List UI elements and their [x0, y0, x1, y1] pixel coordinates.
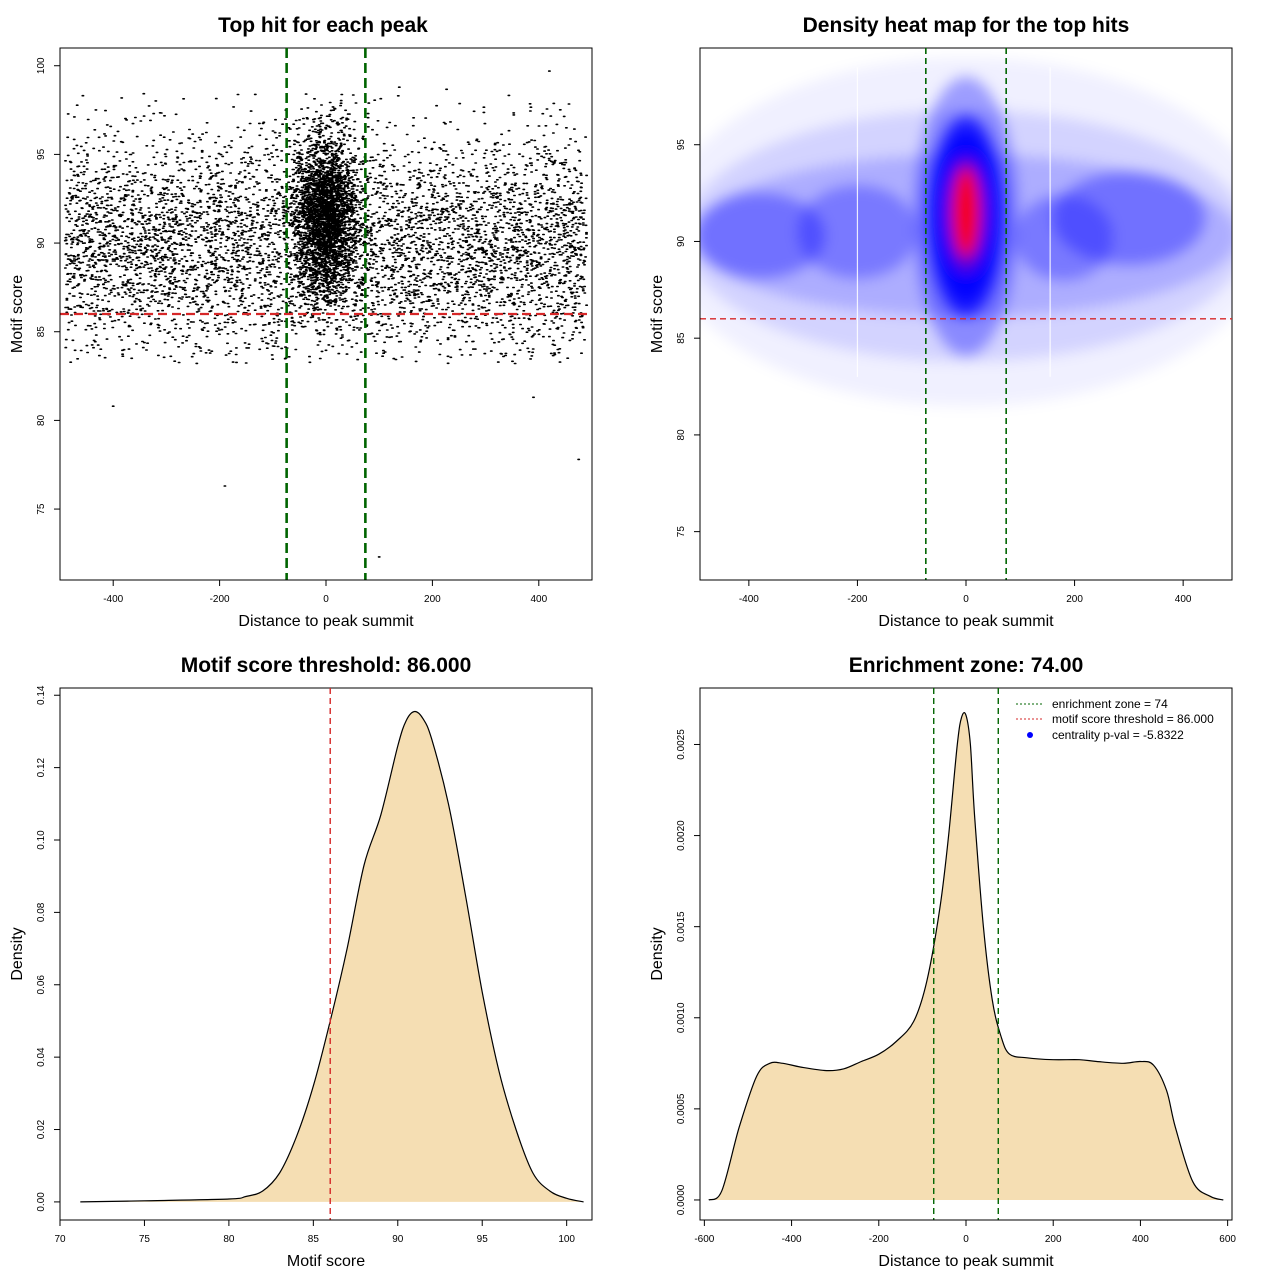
y-tick-label: 75: [676, 526, 687, 538]
x-tick-label: -600: [694, 1234, 714, 1245]
y-tick-label: 0.14: [36, 685, 47, 705]
x-tick-label: 90: [392, 1234, 404, 1245]
x-tick-label: 200: [424, 594, 441, 605]
y-tick-label: 0.0010: [676, 1002, 687, 1033]
x-tick-label: -200: [847, 594, 867, 605]
panel2-y-label: Motif score: [649, 275, 666, 353]
scatter-panel: Top hit for each peak -400 -200 0 200 400 75…: [9, 14, 593, 630]
y-tick-label: 0.0005: [676, 1093, 687, 1124]
x-tick-label: 0: [323, 594, 329, 605]
y-tick-label: 90: [36, 237, 47, 249]
y-tick-label: 0.02: [36, 1119, 47, 1139]
x-tick-label: 95: [477, 1234, 489, 1245]
x-tick-label: 200: [1045, 1234, 1062, 1245]
panel1-y-label: Motif score: [9, 275, 26, 353]
heatmap-density-blobs: [700, 57, 1232, 406]
panel3-y-label: Density: [9, 927, 26, 980]
panel1-y-ticks: 75 80 85 90 95 100: [36, 57, 61, 515]
y-tick-label: 75: [36, 503, 47, 515]
x-tick-label: -200: [869, 1234, 889, 1245]
x-tick-label: -200: [210, 594, 230, 605]
x-tick-label: 0: [963, 594, 969, 605]
panel3-y-ticks: 0.00 0.02 0.04 0.06 0.08 0.10 0.12 0.14: [36, 685, 61, 1212]
x-tick-label: -400: [103, 594, 123, 605]
panel4-title: Enrichment zone: 74.00: [849, 654, 1084, 677]
x-tick-label: 400: [530, 594, 547, 605]
y-tick-label: 0.10: [36, 830, 47, 850]
density-fill: [80, 711, 584, 1202]
panel3-title: Motif score threshold: 86.000: [181, 654, 472, 677]
density-curve: [708, 712, 1224, 1201]
panel4-density-area: [708, 712, 1224, 1201]
x-tick-label: 200: [1066, 594, 1083, 605]
x-tick-label: 75: [139, 1234, 151, 1245]
y-tick-label: 0.04: [36, 1047, 47, 1067]
x-tick-label: -400: [739, 594, 759, 605]
x-tick-label: 100: [558, 1234, 575, 1245]
y-tick-label: 80: [36, 414, 47, 426]
y-tick-label: 80: [676, 429, 687, 441]
panel2-y-ticks: 75 80 85 90 95: [676, 139, 701, 538]
y-tick-label: 0.0020: [676, 820, 687, 851]
y-tick-label: 85: [676, 332, 687, 344]
heatmap-panel: Density heat map for the top hits -400 -2…: [649, 14, 1233, 630]
panel4-y-label: Density: [649, 927, 666, 980]
heat-left-lobe: [700, 193, 825, 279]
y-tick-label: 0.0025: [676, 729, 687, 760]
legend-pval-dot: [1027, 732, 1033, 738]
panel3-x-label: Motif score: [287, 1253, 365, 1270]
x-tick-label: 400: [1132, 1234, 1149, 1245]
panel4-legend: enrichment zone = 74 motif score thresho…: [1016, 697, 1214, 742]
panel1-x-ticks: -400 -200 0 200 400: [103, 579, 548, 605]
panel1-scatter-points: [63, 70, 589, 558]
distance-density-panel: Enrichment zone: 74.00 -600 -400 -200 0 200 4…: [649, 654, 1236, 1270]
y-tick-label: 85: [36, 326, 47, 338]
panel4-x-label: Distance to peak summit: [878, 1253, 1054, 1270]
panel4-reference-lines: [933, 688, 999, 1220]
density-fill: [708, 712, 1224, 1200]
heat-right-mid-lobe: [1014, 195, 1113, 281]
density-curve: [80, 710, 584, 1203]
legend-zone-label: enrichment zone = 74: [1052, 697, 1168, 711]
heat-center-red: [952, 167, 980, 257]
x-tick-label: 400: [1175, 594, 1192, 605]
scatter-point: [63, 70, 589, 558]
panel2-density-heatmap: [700, 48, 1232, 580]
y-tick-label: 0.0015: [676, 911, 687, 942]
panel2-reference-lines: [700, 48, 1232, 580]
y-tick-label: 0.12: [36, 757, 47, 777]
y-tick-label: 0.00: [36, 1192, 47, 1212]
y-tick-label: 0.06: [36, 975, 47, 995]
panel3-x-ticks: 70 75 80 85 90 95 100: [54, 1219, 575, 1245]
panel1-title: Top hit for each peak: [218, 14, 428, 37]
panel4-x-ticks: -600 -400 -200 0 200 400 600: [694, 1219, 1236, 1245]
panel1-reference-lines: [60, 48, 592, 580]
y-tick-label: 0.08: [36, 902, 47, 922]
x-tick-label: 0: [963, 1234, 969, 1245]
y-tick-label: 90: [676, 235, 687, 247]
y-tick-label: 95: [36, 148, 47, 160]
x-tick-label: 80: [223, 1234, 235, 1245]
legend-pval-label: centrality p-val = -5.8322: [1052, 728, 1184, 742]
x-tick-label: 600: [1219, 1234, 1236, 1245]
legend-threshold-label: motif score threshold = 86.000: [1052, 712, 1214, 726]
panel2-title: Density heat map for the top hits: [803, 14, 1130, 37]
x-tick-label: 85: [308, 1234, 320, 1245]
x-tick-label: -400: [782, 1234, 802, 1245]
score-density-panel: Motif score threshold: 86.000 70 75 80 85 90…: [9, 654, 593, 1270]
panel2-x-ticks: -400 -200 0 200 400: [739, 579, 1192, 605]
panel3-density-area: [80, 710, 584, 1203]
panel1-x-label: Distance to peak summit: [238, 613, 414, 630]
panel2-x-label: Distance to peak summit: [878, 613, 1054, 630]
panel4-y-ticks: 0.0000 0.0005 0.0010 0.0015 0.0020 0.0025: [676, 729, 701, 1215]
y-tick-label: 95: [676, 139, 687, 151]
y-tick-label: 100: [36, 57, 47, 74]
y-tick-label: 0.0000: [676, 1184, 687, 1215]
x-tick-label: 70: [54, 1234, 66, 1245]
